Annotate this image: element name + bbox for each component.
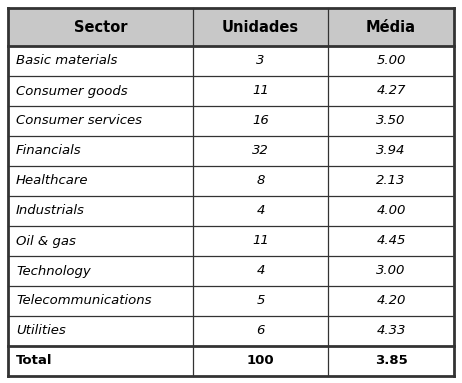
Text: 11: 11	[252, 234, 269, 247]
Text: 4: 4	[256, 265, 265, 278]
Text: Sector: Sector	[74, 20, 127, 34]
Text: Oil & gas: Oil & gas	[16, 234, 76, 247]
Text: 4.27: 4.27	[377, 85, 406, 98]
Text: 3: 3	[256, 54, 265, 67]
Text: 4.33: 4.33	[377, 324, 406, 337]
Text: 32: 32	[252, 144, 269, 157]
Text: Financials: Financials	[16, 144, 82, 157]
Text: 4.20: 4.20	[377, 295, 406, 308]
Text: Utilities: Utilities	[16, 324, 66, 337]
Text: Healthcare: Healthcare	[16, 175, 89, 188]
Text: 3.50: 3.50	[377, 115, 406, 128]
Text: 4.00: 4.00	[377, 205, 406, 218]
Text: Telecommunications: Telecommunications	[16, 295, 152, 308]
Text: Technology: Technology	[16, 265, 91, 278]
Text: 3.94: 3.94	[377, 144, 406, 157]
Text: 4: 4	[256, 205, 265, 218]
Text: Consumer services: Consumer services	[16, 115, 142, 128]
Text: 100: 100	[247, 355, 274, 368]
Text: 16: 16	[252, 115, 269, 128]
Text: 2.13: 2.13	[377, 175, 406, 188]
Text: Industrials: Industrials	[16, 205, 85, 218]
Text: 5: 5	[256, 295, 265, 308]
Text: Média: Média	[366, 20, 416, 34]
Text: 5.00: 5.00	[377, 54, 406, 67]
Text: 11: 11	[252, 85, 269, 98]
Text: 4.45: 4.45	[377, 234, 406, 247]
Text: 3.00: 3.00	[377, 265, 406, 278]
Text: Total: Total	[16, 355, 53, 368]
Text: 8: 8	[256, 175, 265, 188]
Text: Consumer goods: Consumer goods	[16, 85, 128, 98]
Text: 3.85: 3.85	[375, 355, 407, 368]
Text: 6: 6	[256, 324, 265, 337]
Text: Unidades: Unidades	[222, 20, 299, 34]
Text: Basic materials: Basic materials	[16, 54, 117, 67]
Bar	[8, 8, 454, 46]
